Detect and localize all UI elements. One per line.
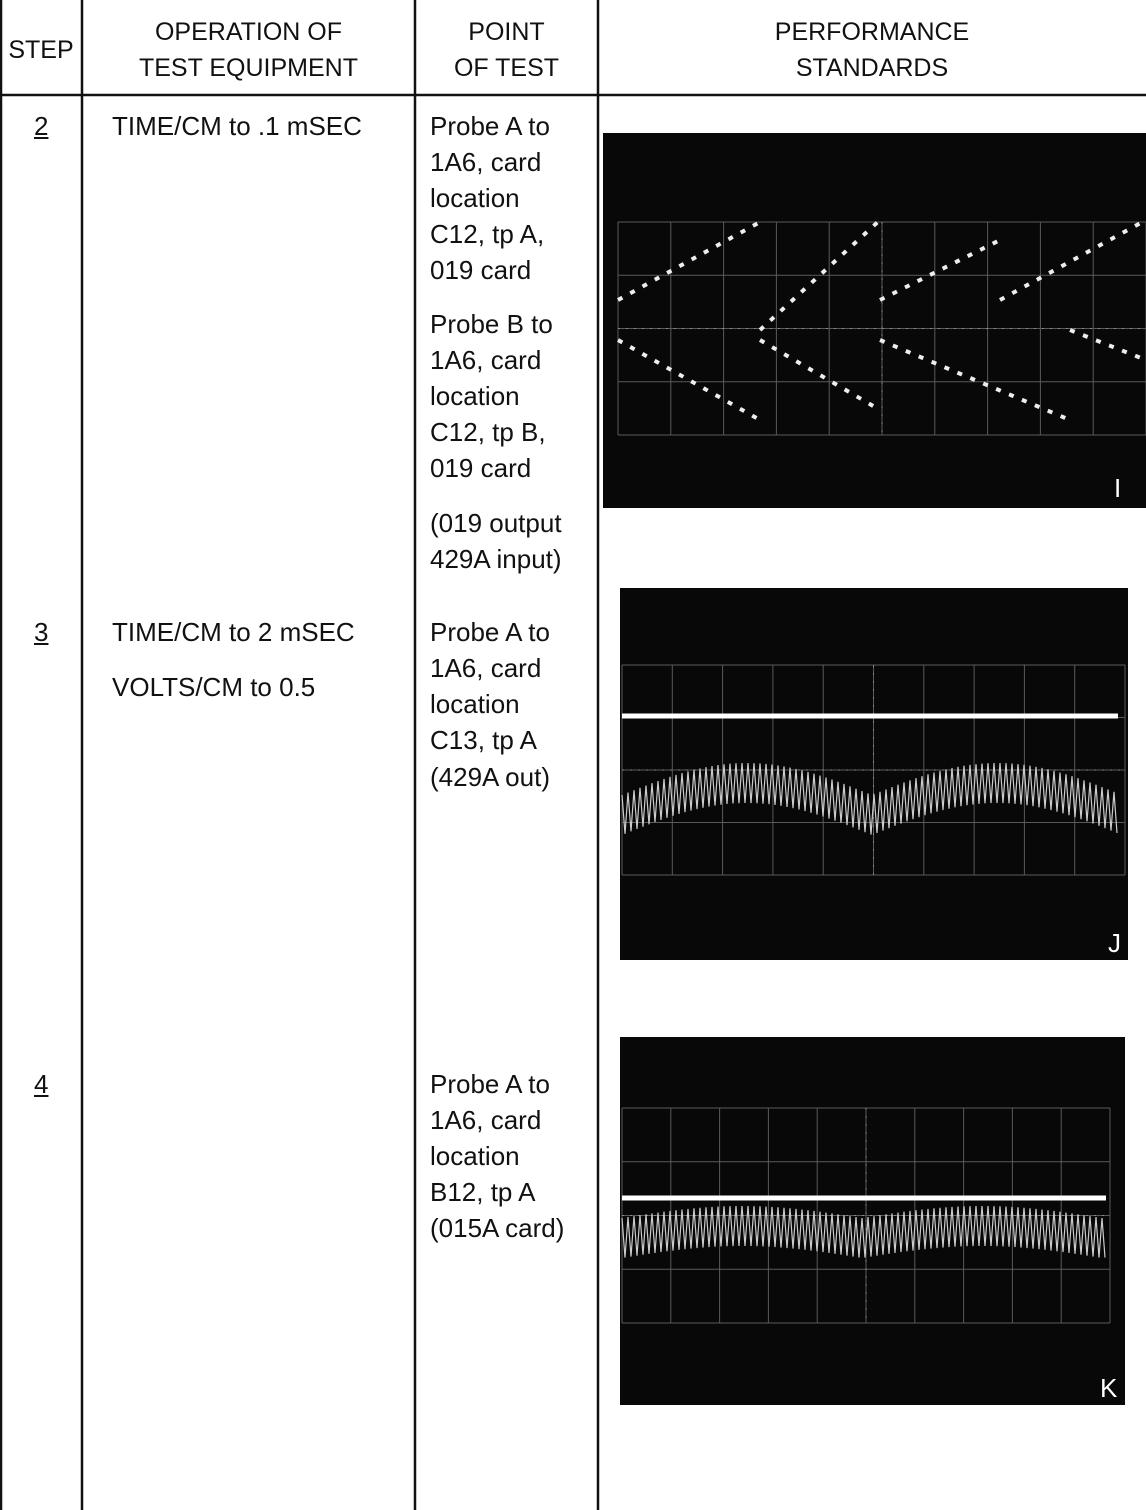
step-number: 2 [34,108,48,144]
point-of-test-text: 1A6, card [430,1102,541,1138]
point-of-test-text: 1A6, card [430,342,541,378]
point-of-test-text: (015A card) [430,1210,564,1246]
step-number: 4 [34,1066,48,1102]
operation-text: TIME/CM to 2 mSEC [112,614,355,650]
column-header: STEP [0,32,82,68]
point-of-test-text: (019 output [430,505,562,541]
column-header: OF TEST [415,50,598,86]
point-of-test-text: Probe A to [430,108,550,144]
point-of-test-text: 1A6, card [430,144,541,180]
point-of-test-text: 019 card [430,450,531,486]
point-of-test-text: Probe A to [430,614,550,650]
operation-text: TIME/CM to .1 mSEC [112,108,362,144]
point-of-test-text: B12, tp A [430,1174,536,1210]
scope-graphic [603,133,1146,508]
point-of-test-text: location [430,686,520,722]
point-of-test-text: Probe B to [430,306,553,342]
column-header: STANDARDS [598,50,1146,86]
page: {"header": {"columns": [["STEP"], ["OPER… [0,0,1146,1510]
point-of-test-text: C13, tp A [430,722,537,758]
figure-label: K [1100,1373,1117,1404]
point-of-test-text: 019 card [430,252,531,288]
oscillograms [603,133,1146,1405]
operation-text: VOLTS/CM to 0.5 [112,669,315,705]
point-of-test-text: Probe A to [430,1066,550,1102]
point-of-test-text: C12, tp B, [430,414,546,450]
column-header: PERFORMANCE [598,14,1146,50]
point-of-test-text: location [430,1138,520,1174]
point-of-test-text: location [430,378,520,414]
figure-label: J [1108,928,1121,959]
table-frame [0,0,1146,1510]
point-of-test-text: location [430,180,520,216]
point-of-test-text: C12, tp A, [430,216,544,252]
column-header: OPERATION OF [82,14,415,50]
step-number: 3 [34,614,48,650]
column-header: POINT [415,14,598,50]
column-header: TEST EQUIPMENT [82,50,415,86]
point-of-test-text: (429A out) [430,759,550,795]
point-of-test-text: 1A6, card [430,650,541,686]
figure-label: I [1114,473,1121,504]
point-of-test-text: 429A input) [430,541,562,577]
